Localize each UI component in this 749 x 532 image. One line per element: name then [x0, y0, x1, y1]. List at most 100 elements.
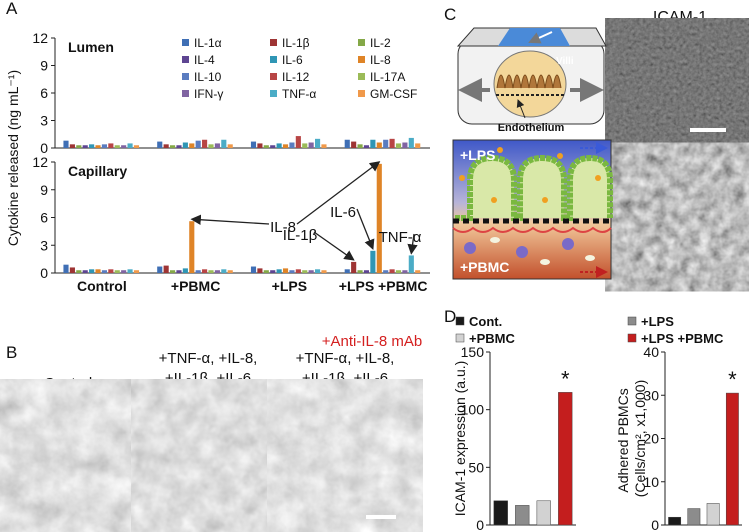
bar [408, 137, 414, 148]
y-axis-label: Adhered PBMCs (Cells/cm², x1,000) [615, 380, 648, 497]
legend-swatch [270, 39, 277, 46]
annotation: IL-1β [283, 227, 318, 244]
bar [351, 261, 357, 273]
annotation-arrow [296, 161, 381, 225]
micrograph [618, 155, 745, 279]
bar [302, 143, 308, 148]
legend-label: IL-12 [282, 70, 310, 84]
bar [227, 270, 233, 273]
legend-label: Cont. [469, 314, 502, 329]
bar [515, 505, 530, 526]
bar [408, 255, 414, 273]
y-tick-label: 10 [643, 474, 659, 490]
bar [250, 141, 257, 148]
legend-swatch [182, 73, 189, 80]
legend-label: IL-8 [370, 53, 391, 67]
bar [415, 143, 421, 148]
y-tick-label: 9 [40, 58, 48, 74]
legend-label: IL-1β [282, 36, 310, 50]
legend-swatch [270, 56, 277, 63]
bar [536, 500, 551, 526]
bar [725, 392, 739, 526]
bar [357, 144, 363, 148]
bar [121, 270, 127, 273]
y-tick-label: 9 [40, 182, 48, 198]
bar [121, 145, 127, 148]
legend-label: IL-1α [194, 36, 222, 50]
image-caption: +IL-1β, +IL-6 [165, 370, 251, 387]
legend-swatch [270, 90, 277, 97]
y-tick-label: 50 [468, 459, 484, 475]
schematic-label: Endothelium [498, 122, 565, 134]
bar [668, 516, 682, 526]
scale-bar [690, 128, 726, 132]
bar [195, 140, 201, 148]
bar [289, 270, 295, 273]
bar [133, 145, 140, 148]
y-tick-label: 12 [32, 154, 48, 170]
bar [376, 163, 382, 273]
bar [363, 145, 370, 148]
bar [114, 270, 120, 273]
legend-label: IL-17A [370, 70, 405, 84]
bar [170, 270, 176, 273]
bar [101, 144, 107, 148]
image-caption: +IL-1β, +IL-6 [302, 370, 388, 387]
legend-label: IL-2 [370, 36, 391, 50]
bar [402, 270, 408, 273]
bar [321, 270, 327, 273]
bar [276, 143, 282, 148]
bar [63, 264, 69, 273]
bar [133, 270, 140, 273]
legend-swatch [455, 316, 465, 326]
bar [357, 270, 363, 273]
y-tick-label: 20 [643, 431, 659, 447]
bar [101, 270, 107, 273]
annotation-arrow [313, 231, 355, 261]
y-tick-label: 12 [32, 30, 48, 46]
bar [363, 270, 370, 273]
annotation: IL-6 [330, 204, 356, 221]
y-axis-label: Cytokine released (ng mL⁻¹) [5, 70, 21, 246]
bar [282, 268, 289, 273]
bar [270, 270, 276, 273]
bar [276, 269, 282, 273]
bar [493, 500, 508, 526]
bar [315, 138, 321, 148]
bar [202, 139, 208, 148]
legend-label: +LPS [641, 314, 674, 329]
bar [706, 503, 720, 526]
bar [157, 266, 163, 273]
y-axis-label: ICAM-1 expression (a.u.) [452, 361, 468, 517]
bar [376, 142, 382, 148]
bar [315, 269, 321, 273]
bar [170, 145, 176, 148]
significance-mark: * [728, 367, 737, 392]
y-tick-label: 0 [40, 140, 48, 156]
x-tick-label: +LPS [272, 278, 307, 294]
micrograph [5, 393, 133, 529]
legend-label: +LPS +PBMC [641, 331, 724, 346]
bar [69, 144, 75, 148]
y-tick-label: 150 [461, 344, 485, 360]
bar [344, 269, 350, 273]
bar [321, 144, 327, 148]
x-tick-label: +LPS +PBMC [339, 278, 428, 294]
legend-label: IL-6 [282, 53, 303, 67]
legend-swatch [182, 39, 189, 46]
treatment-label: +Anti-IL-8 mAb [322, 333, 422, 350]
bar [370, 250, 376, 273]
bar [383, 270, 389, 273]
annotation-arrow [407, 233, 418, 255]
bar [127, 143, 133, 148]
annotation: IL-8 [270, 219, 296, 236]
bar [257, 268, 263, 273]
legend-swatch [182, 90, 189, 97]
legend-label: IL-4 [194, 53, 215, 67]
schematic-label: +PBMC [460, 259, 509, 275]
bar [202, 269, 208, 273]
bar [208, 144, 214, 148]
channel-schematic [452, 139, 613, 280]
legend-swatch [627, 316, 637, 326]
bar [687, 508, 701, 526]
